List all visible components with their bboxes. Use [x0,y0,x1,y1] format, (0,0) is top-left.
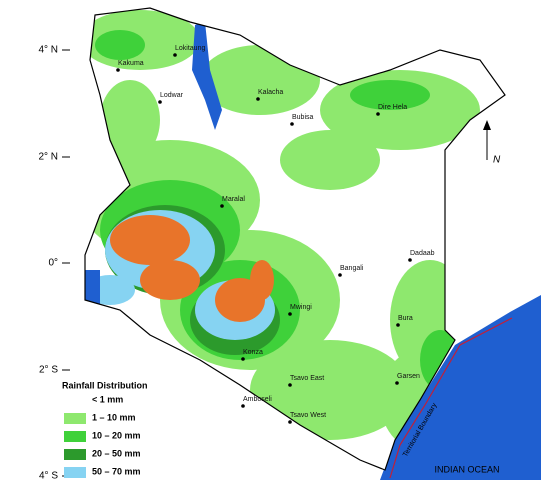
legend-label: 10 – 20 mm [92,430,141,440]
place-label: Tsavo East [290,375,324,382]
legend-swatch [64,449,86,460]
place-label: Bubisa [292,114,314,121]
place-dot [376,112,380,116]
place-label: Maralal [222,196,245,203]
place-label: Lokitaung [175,45,205,52]
place-dot [158,100,162,104]
place-label: Bura [398,315,413,322]
north-label: N [493,155,501,166]
place-dot [288,383,292,387]
place-dot [395,381,399,385]
place-dot [290,122,294,126]
lat-label: 4° N [38,45,58,56]
place-dot [116,68,120,72]
legend-swatch [64,467,86,478]
place-dot [396,323,400,327]
legend-label: < 1 mm [92,394,123,404]
lat-label: 4° S [39,471,58,480]
lat-label: 2° N [38,152,58,163]
lat-label: 2° S [39,365,58,376]
place-label: Dire Hela [378,104,407,111]
place-dot [338,273,342,277]
place-dot [288,312,292,316]
legend-label: 50 – 70 mm [92,466,141,476]
place-dot [408,258,412,262]
place-label: Kalacha [258,89,283,96]
place-label: Garsen [397,373,420,380]
place-dot [241,357,245,361]
legend-swatch [64,431,86,442]
place-label: Bangali [340,265,364,272]
legend-swatch [64,413,86,424]
place-label: Konza [243,349,263,356]
lake [192,22,222,130]
place-dot [220,204,224,208]
compass-head [483,120,491,130]
legend-label: 1 – 10 mm [92,412,136,422]
place-label: Amboseli [243,396,272,403]
place-dot [256,97,260,101]
ocean-label: INDIAN OCEAN [434,464,499,474]
place-label: Mwingi [290,304,312,311]
legend-title: Rainfall Distribution [62,380,148,390]
place-dot [173,53,177,57]
place-label: Tsavo West [290,412,326,419]
legend-label: 20 – 50 mm [92,448,141,458]
place-dot [288,420,292,424]
border [84,7,506,471]
boundary-line [389,317,513,479]
lat-label: 0° [48,258,58,269]
place-label: Lodwar [160,92,184,99]
place-label: Dadaab [410,250,435,257]
place-label: Kakuma [118,60,144,67]
legend-swatch [64,395,86,406]
ocean [380,295,541,480]
place-dot [241,404,245,408]
